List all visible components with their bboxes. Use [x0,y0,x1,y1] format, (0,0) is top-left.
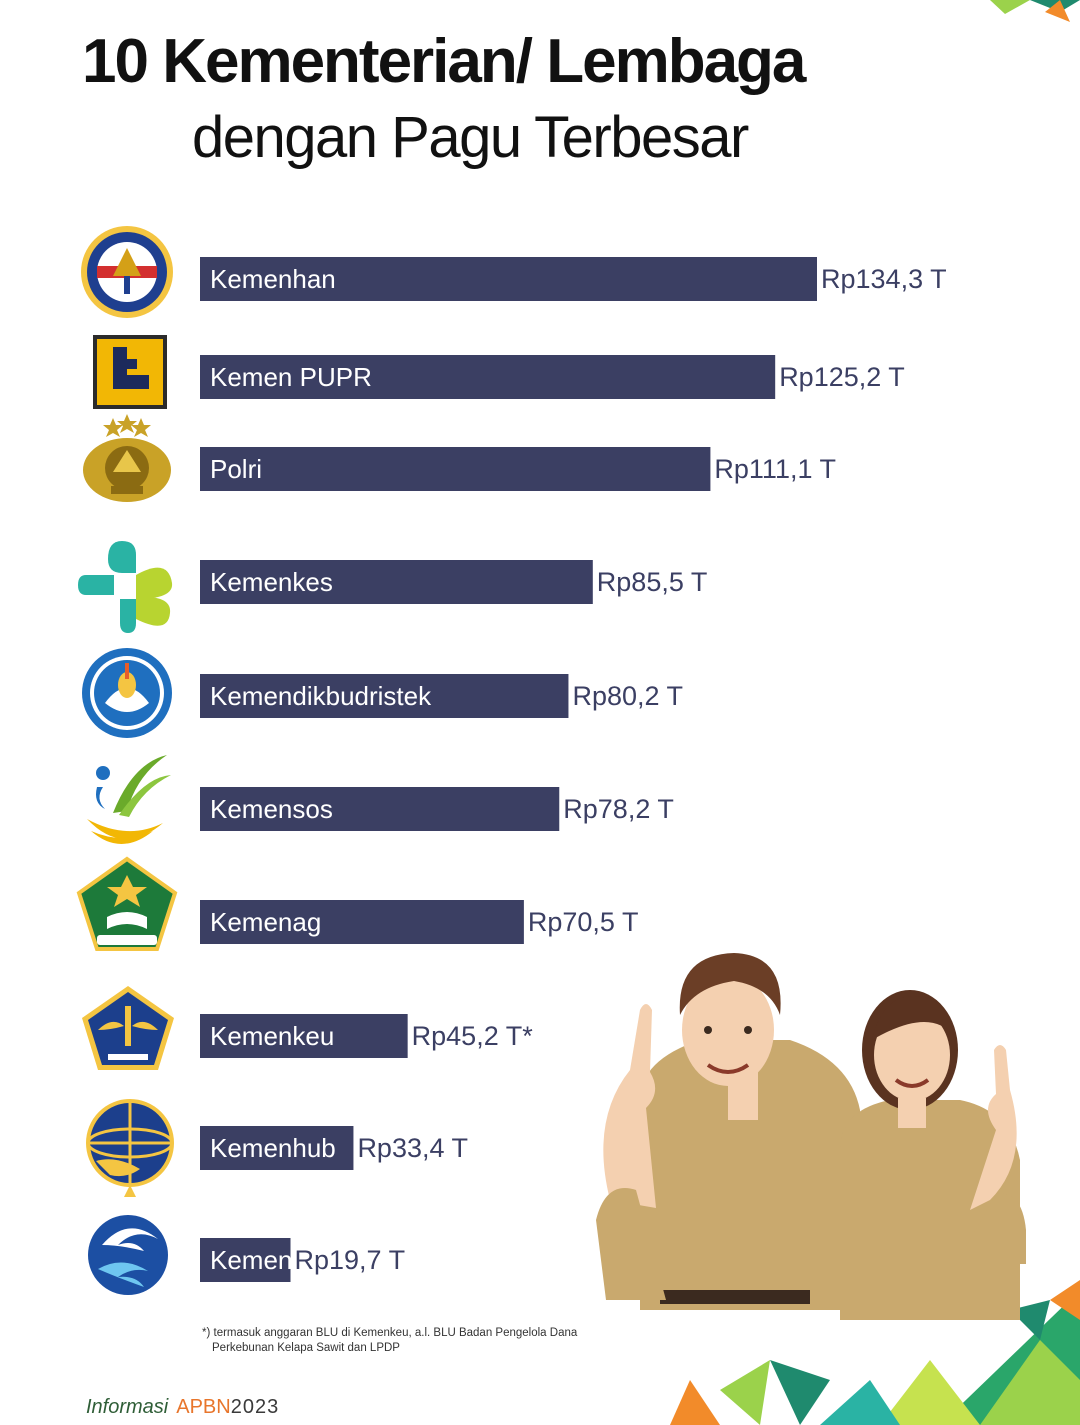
value-label: Rp134,3 T [821,264,947,294]
bar-kemenkes [200,560,593,604]
category-label: Kemen PUPR [210,362,372,392]
bar-kemen-pupr [200,355,776,399]
footnote-line-2: Perkebunan Kelapa Sawit dan LPDP [212,1342,400,1354]
bar-kemenkeu [200,1014,408,1058]
category-label: Kemenhub [210,1133,336,1163]
value-label: Rp78,2 T [563,794,674,824]
kemenhan-logo-icon [81,226,173,318]
brand-apbn: APBN [176,1396,231,1418]
pupr-logo-icon [93,335,167,409]
kemenkeu-logo-icon [82,986,174,1070]
brand-footer: Informasi APBN2023 [86,1396,279,1419]
value-label: Rp80,2 T [572,681,683,711]
brand-year: 2023 [230,1396,280,1418]
category-label: Kemendikbudristek [210,681,432,711]
category-label: Kemenkominfo [210,1245,383,1275]
kemenag-logo-icon [76,856,178,951]
value-label: Rp111,1 T [714,454,836,484]
value-label: Rp45,2 T* [412,1021,534,1051]
category-label: Kemensos [210,794,333,824]
footnote: *) termasuk anggaran BLU di Kemenkeu, a.… [202,1326,622,1356]
decor-bottom-confetti [670,1280,1080,1425]
bar-kemenkominfo [200,1238,291,1282]
tut-wuri-handayani-logo-icon [82,648,172,738]
bar-kemendikbudristek [200,674,569,718]
page-subtitle: dengan Pagu Terbesar [192,105,749,170]
category-label: Polri [210,454,262,484]
page-title: 10 Kementerian/ Lembaga [82,27,806,96]
value-label: Rp125,2 T [779,362,905,392]
bar-kemensos [200,787,560,831]
category-label: Kemenkes [210,567,333,597]
bar-polri [200,447,711,491]
bar-kemenhan [200,257,817,301]
two-civil-servants-illustration-icon [596,953,1026,1320]
kemensos-logo-icon [87,755,171,844]
footnote-line-1: *) termasuk anggaran BLU di Kemenkeu, a.… [202,1327,578,1339]
value-label: Rp33,4 T [357,1133,468,1163]
category-label: Kemenag [210,907,321,937]
polri-logo-icon [83,414,171,502]
bar-kemenag [200,900,524,944]
kemenhub-logo-icon [86,1099,174,1197]
brand-informasi: Informasi [86,1396,169,1418]
value-label: Rp85,5 T [597,567,708,597]
value-label: Rp70,5 T [528,907,639,937]
decor-top-confetti [990,0,1080,22]
category-label: Kemenhan [210,264,336,294]
value-label: Rp19,7 T [295,1245,406,1275]
kemenkes-logo-icon [78,541,173,633]
category-label: Kemenkeu [210,1021,334,1051]
bar-kemenhub [200,1126,354,1170]
kominfo-logo-icon [88,1215,168,1295]
